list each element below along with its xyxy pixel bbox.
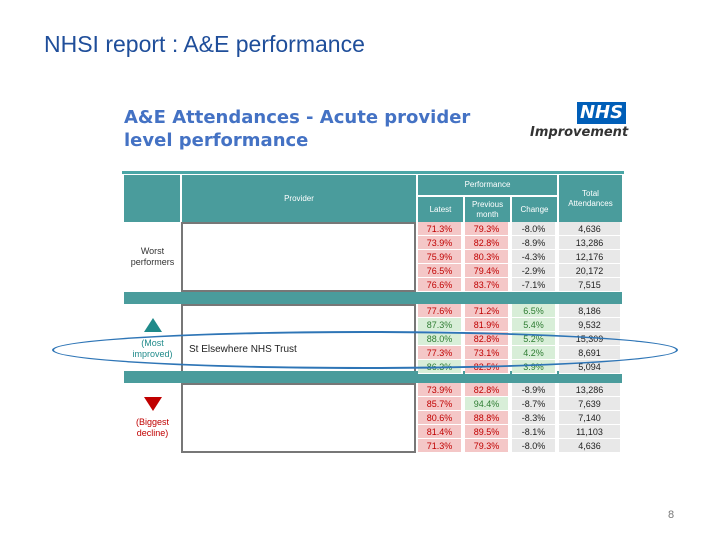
- change-cell: -8.7%: [512, 397, 557, 411]
- previous-month-cell: 88.8%: [465, 411, 510, 425]
- previous-month-cell: 82.8%: [465, 236, 510, 250]
- change-cell: 5.4%: [512, 318, 557, 332]
- provider-box-decline: [181, 383, 416, 453]
- header-blank: [124, 175, 180, 222]
- total-attendances-cell: 4,636: [559, 222, 622, 236]
- previous-month-cell: 89.5%: [465, 425, 510, 439]
- provider-box-worst: [181, 222, 416, 292]
- previous-month-cell: 71.2%: [465, 304, 510, 318]
- change-cell: -8.1%: [512, 425, 557, 439]
- total-attendances-cell: 13,286: [559, 383, 622, 397]
- header-latest: Latest: [418, 197, 463, 222]
- latest-cell: 76.5%: [418, 264, 463, 278]
- total-attendances-cell: 11,103: [559, 425, 622, 439]
- change-cell: -8.0%: [512, 439, 557, 453]
- total-attendances-cell: 12,176: [559, 250, 622, 264]
- total-attendances-cell: 7,639: [559, 397, 622, 411]
- group-label-decline: (Biggest decline): [124, 383, 181, 453]
- up-triangle-icon: [143, 318, 162, 332]
- total-attendances-cell: 13,286: [559, 236, 622, 250]
- previous-month-cell: 81.9%: [465, 318, 510, 332]
- biggest-decline-label-top: (Biggest: [135, 417, 170, 427]
- header-previous-month: Previous month: [465, 197, 510, 222]
- change-cell: -8.0%: [512, 222, 557, 236]
- latest-cell: 85.7%: [418, 397, 463, 411]
- down-triangle-icon: [143, 397, 162, 411]
- previous-month-cell: 83.7%: [465, 278, 510, 292]
- highlight-ellipse: [52, 331, 678, 369]
- latest-cell: 80.6%: [418, 411, 463, 425]
- latest-cell: 71.3%: [418, 439, 463, 453]
- total-attendances-cell: 20,172: [559, 264, 622, 278]
- change-cell: -7.1%: [512, 278, 557, 292]
- latest-cell: 73.9%: [418, 383, 463, 397]
- group-separator: [124, 371, 622, 383]
- group-separator: [124, 292, 622, 304]
- header-total-attendances: Total Attendances: [559, 175, 622, 222]
- latest-cell: 73.9%: [418, 236, 463, 250]
- latest-cell: 75.9%: [418, 250, 463, 264]
- worst-performers-label: Worst performers: [130, 246, 175, 267]
- header-performance: Performance: [418, 175, 557, 195]
- teal-divider: [122, 171, 624, 174]
- previous-month-cell: 79.4%: [465, 264, 510, 278]
- latest-cell: 76.6%: [418, 278, 463, 292]
- biggest-decline-label-bottom: decline): [136, 428, 169, 438]
- total-attendances-cell: 7,140: [559, 411, 622, 425]
- previous-month-cell: 79.3%: [465, 439, 510, 453]
- total-attendances-cell: 8,186: [559, 304, 622, 318]
- report-title: A&E Attendances - Acute provider level p…: [124, 107, 471, 151]
- header-provider: Provider: [182, 175, 416, 222]
- latest-cell: 81.4%: [418, 425, 463, 439]
- header-change: Change: [512, 197, 557, 222]
- change-cell: -2.9%: [512, 264, 557, 278]
- group-label-worst: Worst performers: [124, 222, 181, 292]
- change-cell: -4.3%: [512, 250, 557, 264]
- previous-month-cell: 82.8%: [465, 383, 510, 397]
- total-attendances-cell: 9,532: [559, 318, 622, 332]
- previous-month-cell: 79.3%: [465, 222, 510, 236]
- page-number: 8: [668, 509, 675, 521]
- latest-cell: 87.3%: [418, 318, 463, 332]
- previous-month-cell: 94.4%: [465, 397, 510, 411]
- total-attendances-cell: 4,636: [559, 439, 622, 453]
- previous-month-cell: 80.3%: [465, 250, 510, 264]
- change-cell: 6.5%: [512, 304, 557, 318]
- latest-cell: 71.3%: [418, 222, 463, 236]
- total-attendances-cell: 7,515: [559, 278, 622, 292]
- nhs-logo-badge: NHS: [577, 102, 626, 124]
- change-cell: -8.3%: [512, 411, 557, 425]
- nhs-logo-subtitle: Improvement: [530, 125, 629, 140]
- slide-title: NHSI report : A&E performance: [44, 31, 365, 57]
- change-cell: -8.9%: [512, 383, 557, 397]
- change-cell: -8.9%: [512, 236, 557, 250]
- latest-cell: 77.6%: [418, 304, 463, 318]
